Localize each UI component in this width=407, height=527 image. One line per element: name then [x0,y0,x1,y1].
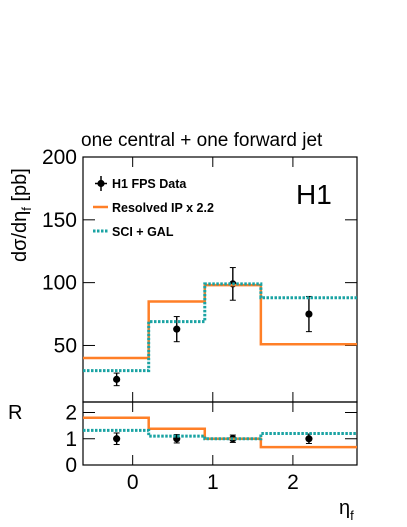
ratio-ytick-label: 2 [65,402,77,425]
legend-label-data: H1 FPS Data [112,177,187,191]
main-ytick-label: 100 [42,272,77,295]
ratio-data-point [305,435,313,443]
x-axis-label-main: η [339,497,350,519]
ratio-series-sci-gal-step [83,428,357,441]
ratio-data-point [113,435,121,443]
legend-item-resolved-ip: Resolved IP x 2.2 [93,201,214,215]
ratio-xtick-label: 0 [127,471,139,494]
main-ytick-label: 50 [54,334,77,357]
ratio-series-resolved-ip-step [83,416,357,449]
x-axis-label: ηf [339,497,354,523]
chart-title: one central + one forward jet [81,130,323,151]
experiment-badge: H1 [296,179,332,210]
legend-label-resolved-ip: Resolved IP x 2.2 [112,201,214,215]
main-data-point [305,310,313,318]
legend-item-sci-gal: SCI + GAL [93,225,174,239]
ratio-ytick-label: 1 [65,428,77,451]
main-ytick-label: 200 [42,146,77,169]
legend-data-marker [97,179,105,188]
main-plot-panel: 50 100 150 200 [42,146,358,403]
ratio-xtick-label: 1 [207,471,219,494]
ratio-ytick-label: 0 [65,454,77,477]
legend: H1 FPS Data Resolved IP x 2.2 SCI + GAL [93,176,214,239]
y-axis-label-sub: f [19,207,34,211]
ratio-xtick-label: 2 [287,471,299,494]
main-ytick-label: 150 [42,209,77,232]
main-data-point [173,325,181,333]
main-series-sci-gal-step [83,282,357,373]
y-axis-label: dσ/dηf [pb] [9,168,34,262]
y-axis-label-main: dσ/dη [9,211,31,262]
ratio-frame [82,401,358,466]
ratio-plot-panel: 0 1 2 0 1 2 [65,401,358,494]
legend-item-data: H1 FPS Data [95,176,187,191]
ratio-y-axis-label: R [8,402,22,424]
y-axis-label-unit: [pb] [9,168,31,207]
legend-label-sci-gal: SCI + GAL [112,225,174,239]
main-series-resolved-ip-step [83,283,357,360]
main-data-point [113,375,121,383]
x-axis-label-sub: f [350,508,354,523]
